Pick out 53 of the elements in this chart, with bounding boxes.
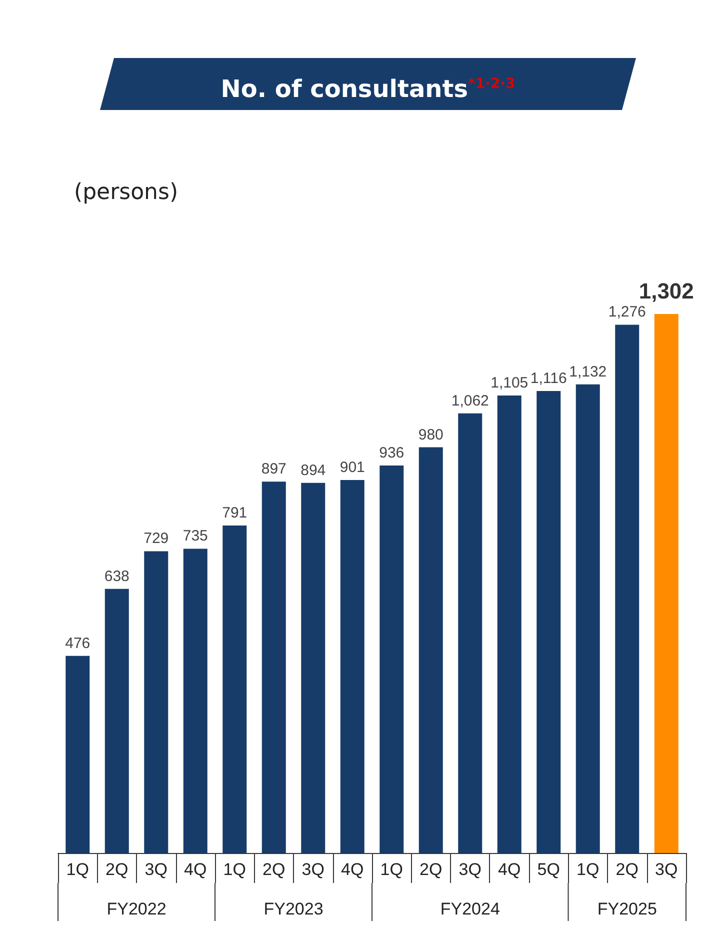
bar (497, 396, 522, 853)
bar (340, 480, 364, 853)
data-label: 476 (65, 634, 90, 652)
bar (301, 482, 326, 853)
data-label: 735 (182, 528, 208, 545)
x-tick-label: 2Q (106, 860, 128, 879)
data-label: 894 (300, 462, 326, 479)
x-tick-label: 3Q (144, 860, 168, 879)
x-tick-label: 2Q (616, 860, 638, 879)
bar (615, 324, 640, 853)
bar (183, 548, 208, 853)
bar (66, 656, 90, 853)
bar (144, 551, 168, 853)
text: FY2022 (106, 900, 166, 918)
x-tick-label: 2Q (262, 860, 286, 879)
x-tick-label: 4Q (498, 860, 521, 879)
y-axis-title: (persons) (74, 180, 178, 205)
bar (536, 390, 561, 853)
x-tick-label: 4Q (184, 860, 207, 879)
x-tick-label: 2Q (420, 860, 442, 879)
data-label: 1,116 (530, 370, 567, 387)
bar (104, 588, 129, 853)
data-label: 980 (418, 426, 444, 444)
x-tick-label: 1Q (576, 860, 600, 879)
data-label: 729 (144, 530, 169, 548)
data-label: 1,062 (451, 392, 489, 410)
x-tick-label: 1Q (380, 860, 403, 879)
x-tick-label: 1Q (223, 860, 246, 879)
data-label: 1,276 (608, 304, 646, 321)
x-tick-label: 3Q (655, 860, 678, 879)
bar (654, 314, 678, 853)
data-label: 1,105 (490, 374, 528, 392)
text: FY2025 (597, 900, 657, 918)
bar (458, 413, 482, 853)
data-label: 1,132 (569, 363, 607, 380)
bar (576, 384, 600, 853)
bar (262, 482, 286, 853)
text: FY2023 (264, 900, 324, 918)
bar (418, 447, 443, 853)
x-tick-label: 3Q (458, 860, 482, 879)
bar (222, 526, 247, 853)
data-label: 1,302 (638, 278, 694, 304)
data-label: 791 (222, 504, 248, 522)
data-label: 901 (340, 458, 365, 476)
bar (380, 465, 404, 853)
data-label: 638 (104, 568, 130, 585)
x-tick-label: 4Q (341, 860, 364, 879)
x-tick-label: 5Q (537, 860, 560, 879)
data-label: 936 (379, 444, 404, 462)
x-tick-label: 1Q (66, 860, 89, 879)
data-label: 897 (261, 460, 286, 478)
x-tick-label: 3Q (302, 860, 324, 879)
text: FY2024 (440, 900, 500, 918)
